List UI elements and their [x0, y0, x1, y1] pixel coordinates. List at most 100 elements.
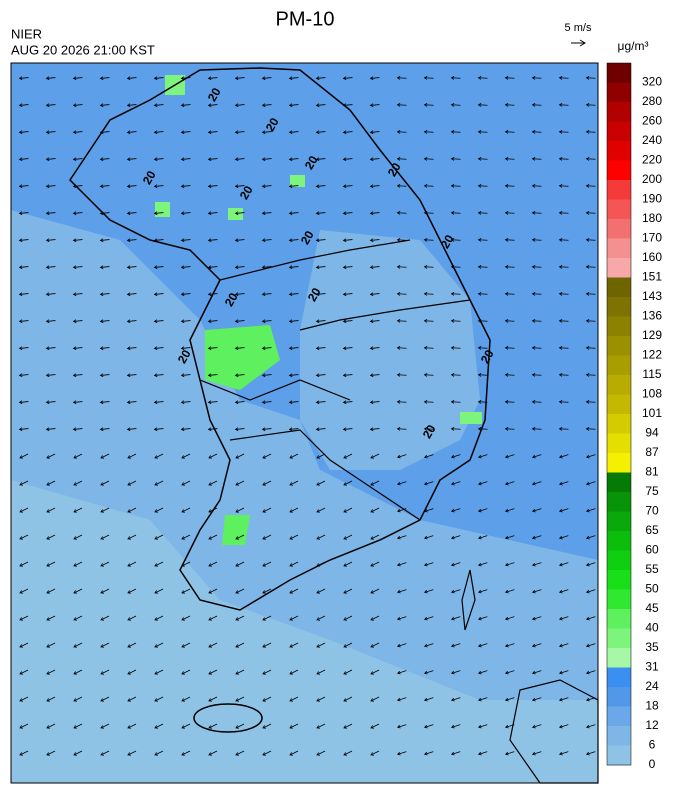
wind-arrow [153, 211, 164, 216]
legend-label: 81 [645, 465, 659, 479]
wind-arrow [342, 265, 353, 270]
wind-arrow [450, 319, 461, 323]
legend-label: 35 [645, 640, 659, 654]
color-swatch [607, 472, 631, 493]
legend-label: 55 [645, 562, 659, 576]
wind-arrow [316, 696, 326, 702]
wind-arrow [180, 319, 191, 324]
wind-arrow [423, 184, 434, 188]
legend-label: 101 [642, 406, 662, 420]
wind-arrow [288, 346, 299, 351]
wind-arrow [261, 76, 272, 81]
wind-arrow [558, 508, 569, 513]
wind-arrow [450, 724, 461, 729]
wind-arrow [504, 751, 515, 756]
wind-arrow [46, 669, 56, 675]
wind-arrow [558, 616, 569, 621]
wind-arrow [261, 265, 272, 270]
wind-arrow [45, 103, 56, 108]
wind-arrow [180, 184, 191, 189]
wind-arrow [99, 103, 110, 108]
wind-arrow [180, 373, 191, 378]
wind-arrow [208, 615, 218, 621]
wind-arrow [19, 534, 29, 540]
wind-arrow [261, 157, 272, 162]
wind-arrow [396, 292, 407, 296]
wind-arrow [234, 319, 245, 324]
wind-arrow [585, 346, 596, 350]
wind-arrow [126, 211, 137, 216]
wind-arrow [396, 670, 407, 675]
wind-arrow [46, 507, 56, 513]
wind-arrow [288, 184, 299, 189]
wind-arrow [585, 643, 596, 648]
wind-arrow [207, 427, 218, 432]
wind-arrow [208, 507, 218, 513]
wind-arrow [423, 589, 434, 594]
wind-arrow [19, 642, 29, 648]
wind-arrow [342, 427, 353, 432]
wind-arrow [154, 534, 164, 540]
wind-arrow [315, 427, 326, 432]
timestamp: AUG 20 2026 21:00 KST [11, 42, 155, 57]
wind-arrow [235, 480, 245, 486]
wind-arrow [450, 616, 461, 621]
wind-arrow [396, 562, 407, 567]
wind-arrow [370, 507, 380, 513]
wind-arrow [288, 265, 299, 270]
wind-arrow [72, 346, 83, 351]
lighter-region [11, 480, 598, 783]
color-swatch [607, 316, 631, 337]
wind-arrow [45, 157, 56, 162]
wind-arrow [477, 103, 488, 107]
wind-arrow [585, 157, 596, 161]
wind-arrow [45, 130, 56, 135]
wind-arrow [261, 211, 272, 216]
wind-arrow [234, 157, 245, 162]
wind-arrow [342, 346, 353, 351]
wind-arrow [504, 454, 515, 459]
wind-arrow [370, 615, 380, 621]
wind-arrow [18, 130, 29, 135]
wind-arrow [261, 373, 272, 378]
wind-arrow [396, 211, 407, 215]
wind-arrow [46, 453, 56, 459]
wind-arrow [208, 453, 218, 459]
wind-arrow [558, 319, 569, 323]
wind-arrow [19, 723, 29, 729]
wind-arrow [558, 724, 569, 729]
wind-arrow [72, 157, 83, 162]
wind-arrow [72, 238, 83, 243]
wind-arrow [531, 751, 542, 756]
agency: NIER [11, 26, 42, 41]
wind-arrow [153, 157, 164, 162]
color-swatch [607, 336, 631, 356]
color-swatch [607, 121, 631, 142]
wind-arrow [45, 76, 56, 81]
wind-arrow [450, 265, 461, 269]
wind-arrow [154, 480, 164, 486]
wind-arrow [585, 292, 596, 296]
wind-arrow [477, 643, 488, 648]
wind-arrow [585, 76, 596, 80]
wind-arrow [396, 319, 407, 323]
wind-arrow [261, 319, 272, 324]
wind-arrow [316, 750, 326, 756]
wind-arrow [504, 643, 515, 648]
wind-arrow [18, 184, 29, 189]
wind-arrow [585, 562, 596, 567]
wind-arrow [450, 373, 461, 377]
wind-arrow [558, 292, 569, 296]
wind-arrow [99, 211, 110, 216]
wind-arrow [153, 184, 164, 189]
wind-arrow [558, 238, 569, 242]
green-patch [222, 515, 250, 545]
wind-arrow [531, 454, 542, 459]
wind-arrow [585, 265, 596, 269]
wind-arrow [262, 615, 272, 621]
wind-arrow [126, 265, 137, 270]
wind-arrow [531, 481, 542, 486]
wind-arrow [126, 76, 137, 81]
wind-arrow [73, 588, 83, 594]
wind-arrow [396, 535, 407, 540]
